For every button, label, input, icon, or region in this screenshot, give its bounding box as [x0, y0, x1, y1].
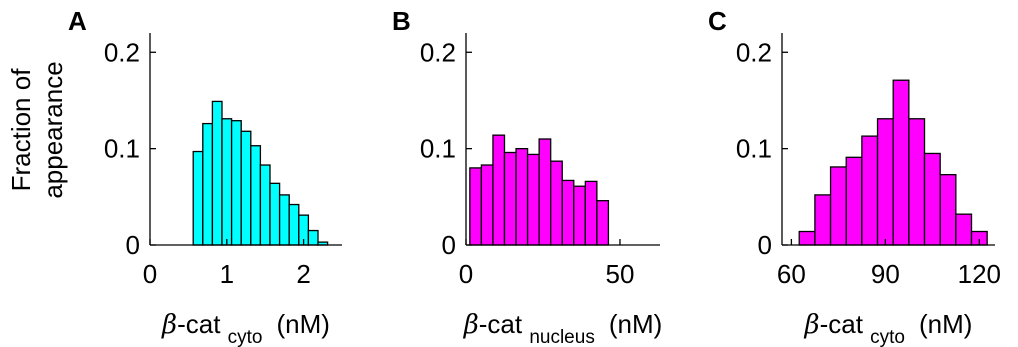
y-tick-label: 0.2 — [736, 37, 772, 67]
x-axis-label-subscript: cyto — [870, 327, 905, 347]
histogram-bar — [861, 135, 879, 246]
panel-c: C 0 0.1 0.2 60 90 120 β-cat cyto (nM) — [708, 6, 1001, 347]
y-tick-label: 0.2 — [420, 37, 456, 67]
histogram-bar — [814, 194, 832, 246]
y-tick-label: 0.2 — [104, 37, 140, 67]
histogram-bar — [845, 156, 863, 246]
histogram-bar — [259, 164, 271, 246]
histogram-bar — [192, 150, 204, 246]
x-tick-label: 2 — [296, 259, 310, 289]
y-axis-title: Fraction of appearance — [6, 61, 68, 198]
histogram-bar — [269, 182, 281, 246]
histogram-bar — [480, 164, 494, 246]
histogram-bar — [240, 130, 252, 246]
histogram-bar — [892, 79, 910, 246]
x-axis-label: β-cat cyto (nM) — [161, 309, 330, 347]
x-axis-label-symbol: β — [161, 310, 177, 340]
histogram-bar — [503, 151, 517, 246]
histogram-bar — [202, 122, 214, 246]
histogram-bar — [798, 230, 816, 246]
ylabel-line-1: Fraction of — [6, 68, 36, 192]
x-axis-label-main: -cat — [820, 309, 871, 339]
histogram-bar — [955, 213, 973, 246]
histogram-bar — [492, 134, 506, 246]
y-tick-label: 0 — [442, 230, 456, 260]
panel-b: B 0 0.1 0.2 0 50 β-cat nucleus (nM) — [392, 6, 662, 347]
y-tick-label: 0.1 — [736, 134, 772, 164]
x-axis-label-symbol: β — [804, 310, 820, 340]
histogram-bar — [829, 166, 847, 246]
y-tick-label: 0.1 — [104, 134, 140, 164]
x-tick-label: 0 — [143, 259, 157, 289]
y-tick-label: 0 — [758, 230, 772, 260]
histogram-bar — [515, 147, 529, 246]
histogram-bar — [573, 185, 586, 246]
histogram-bar — [908, 118, 926, 246]
x-axis-label-subscript: nucleus — [529, 327, 595, 347]
histogram-bar — [561, 179, 575, 246]
x-axis-label-unit: (nM) — [277, 309, 330, 339]
histogram-bar — [538, 138, 552, 246]
ylabel-line-2: appearance — [38, 61, 68, 198]
x-tick-label: 90 — [871, 259, 900, 289]
panel-letter: C — [708, 6, 727, 36]
histogram-bar — [278, 194, 290, 246]
x-tick-label: 120 — [958, 259, 1001, 289]
x-axis-label-unit: (nM) — [609, 309, 662, 339]
histogram-bar — [221, 118, 233, 246]
histogram-bar — [550, 160, 563, 246]
x-tick-label: 1 — [220, 259, 234, 289]
x-axis-label: β-cat nucleus (nM) — [463, 309, 663, 347]
x-tick-label: 60 — [777, 259, 806, 289]
histogram-bar — [211, 100, 223, 246]
x-axis-label: β-cat cyto (nM) — [804, 309, 973, 347]
x-tick-label: 0 — [459, 259, 473, 289]
x-axis-label-unit: (nM) — [919, 309, 972, 339]
histogram-bar — [288, 203, 300, 246]
x-tick-label: 50 — [606, 259, 635, 289]
histogram-bar — [876, 118, 894, 246]
histogram-bar — [250, 145, 262, 246]
histogram-bar — [596, 200, 610, 246]
x-axis-label-subscript: cyto — [228, 327, 263, 347]
histogram-bar — [939, 174, 957, 246]
histogram-bar — [307, 229, 319, 246]
x-axis-label-main: -cat — [479, 309, 530, 339]
histogram-bar — [923, 152, 941, 246]
panel-letter: B — [392, 6, 411, 36]
y-tick-label: 0.1 — [420, 134, 456, 164]
panel-letter: A — [68, 6, 87, 36]
panel-a: A 0 0.1 0.2 0 1 2 β-cat cyto (nM) — [68, 6, 342, 347]
histogram-bar — [584, 180, 598, 246]
y-tick-label: 0 — [126, 230, 140, 260]
histogram-bar — [469, 167, 483, 246]
histogram-bar — [526, 153, 540, 246]
x-axis-label-main: -cat — [177, 309, 228, 339]
x-axis-label-symbol: β — [463, 310, 479, 340]
histogram-bar — [230, 120, 242, 246]
